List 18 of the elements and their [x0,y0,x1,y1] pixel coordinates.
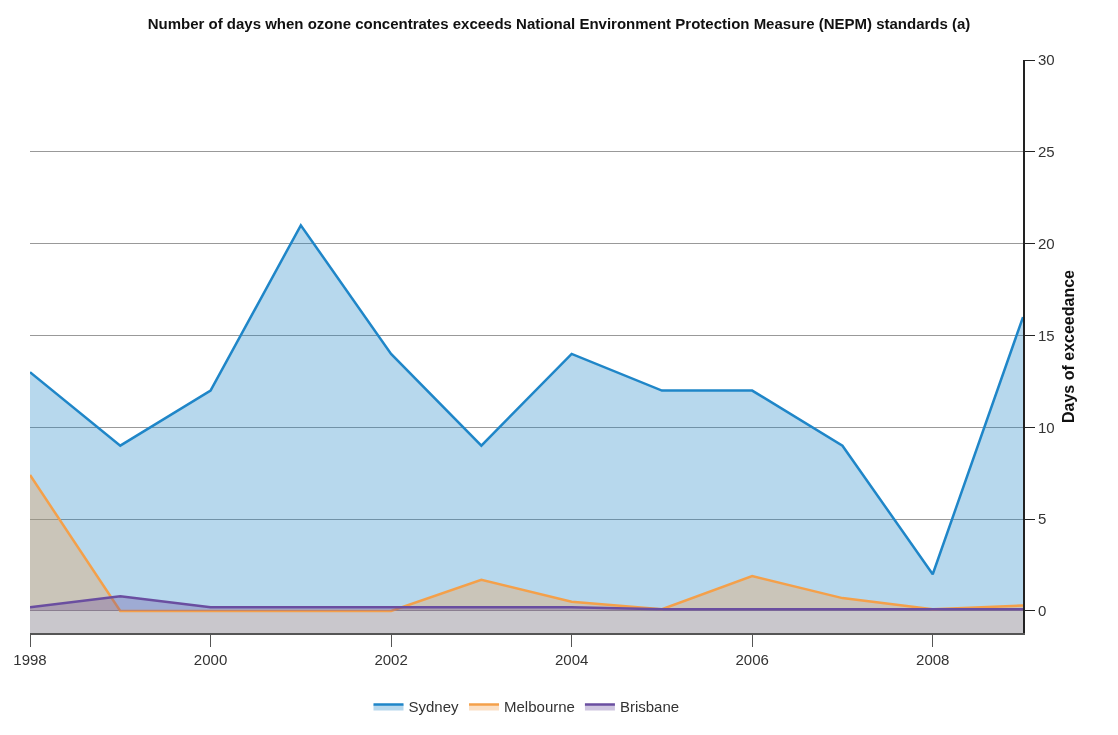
x-tick-label: 2004 [554,651,589,668]
legend-label: Brisbane [619,698,680,716]
chart-title: Number of days when ozone concentrates exceeds National Environment Protection Measure (NEPM) standards (a) [147,14,971,32]
legend-label: Sydney [408,698,460,716]
x-tick-label: 2000 [193,651,228,668]
x-tick-label: 2008 [916,651,950,668]
y-axis-title: Days of exceedance [1060,269,1077,423]
y-tick-label: 15 [1038,326,1055,344]
legend-label: Melbourne [504,698,575,716]
y-tick-label: 25 [1038,143,1055,161]
x-tick-label: 1998 [13,651,47,668]
x-tick-label: 2002 [374,651,408,668]
y-tick-label: 5 [1038,510,1047,528]
y-tick-label: 30 [1038,51,1055,69]
y-tick-label: 0 [1038,602,1047,620]
y-tick-label: 10 [1038,418,1055,436]
y-tick-label: 20 [1038,234,1055,252]
x-tick-label: 2006 [735,651,769,668]
